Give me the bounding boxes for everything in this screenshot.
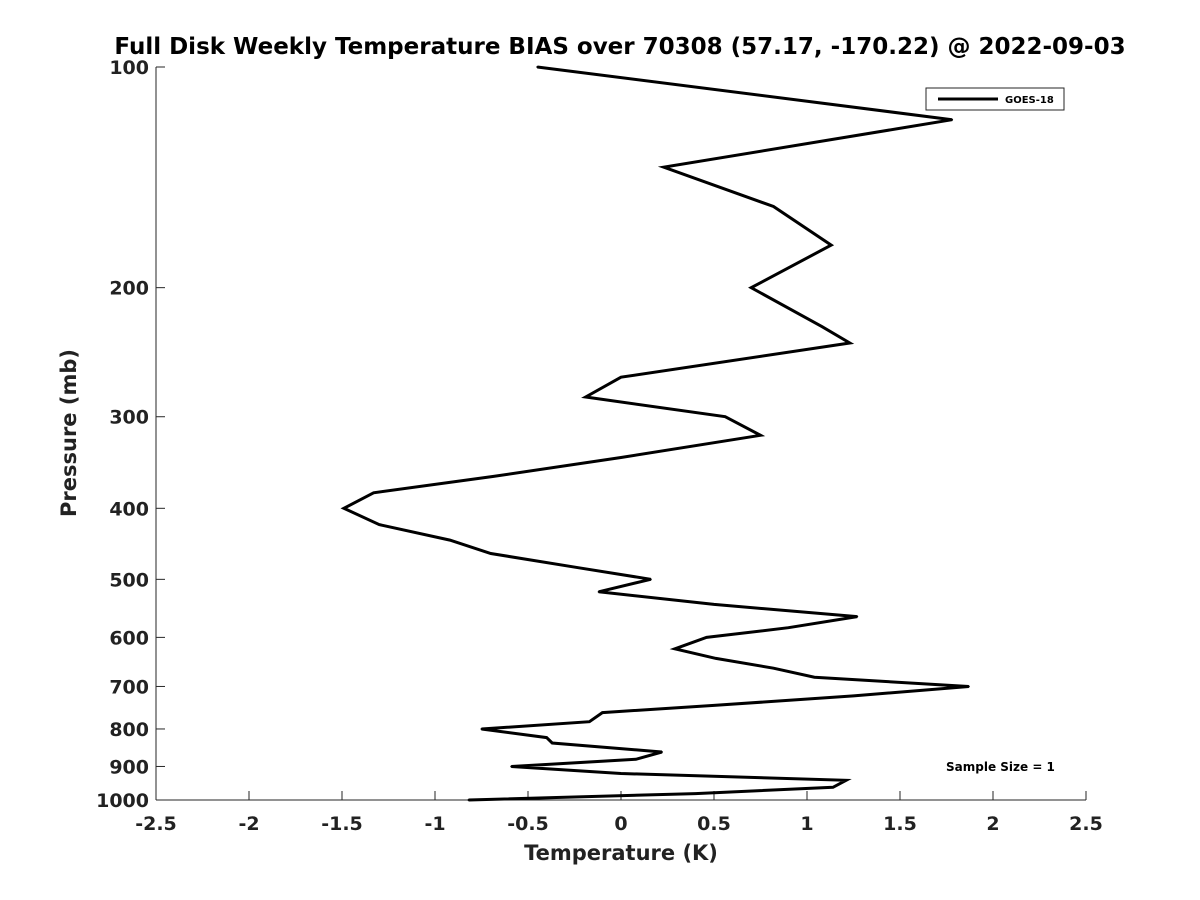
legend-label-goes-18: GOES-18 [1005,95,1054,106]
y-tick-label: 700 [109,676,149,698]
series-line-goes-18 [340,65,969,802]
x-tick-label: -2.5 [135,813,177,835]
data-point [491,475,494,478]
data-point [660,750,663,753]
data-point [852,694,855,697]
data-point [545,736,548,739]
data-point [705,636,708,639]
data-point [724,415,727,418]
y-tick-label: 800 [109,719,149,741]
sample-size-annotation: Sample Size = 1 [946,760,1055,774]
data-point [848,342,851,345]
data-point [577,566,580,569]
data-point [772,205,775,208]
chart-title: Full Disk Weekly Temperature BIAS over 7… [114,34,1125,60]
data-point [967,685,970,688]
data-point [713,704,715,707]
data-point [694,792,697,795]
data-point [480,727,483,730]
y-axis-ticks: 100 200 300 400 500 600 700 800 900 1000 [96,57,165,812]
data-point [649,578,652,581]
x-tick-label: 0 [614,813,627,835]
y-axis-label: Pressure (mb) [57,349,81,517]
data-point [467,799,470,801]
data-point [820,325,823,328]
data-point [713,603,715,606]
data-point [845,779,848,782]
x-tick-label: -2 [238,813,259,835]
data-point [714,657,717,660]
data-point [601,711,604,714]
data-point [813,676,816,679]
x-tick-label: 1.5 [883,813,917,835]
x-axis-ticks: -2.5 -2 -1.5 -1 -0.5 0 0.5 1 1.5 2 2.5 [135,791,1103,835]
data-point [787,626,790,629]
data-point [951,118,954,121]
y-tick-label: 1000 [96,790,149,812]
data-point [342,507,345,510]
data-point [620,456,622,459]
data-point [372,491,375,494]
data-point [832,786,835,789]
legend: GOES-18 [925,87,1065,111]
data-point [662,166,665,169]
x-tick-label: 1 [800,813,813,835]
data-point [772,667,775,670]
x-tick-label: 2.5 [1069,813,1103,835]
x-tick-label: -1 [424,813,445,835]
data-point [536,66,539,68]
plot-area [155,67,1086,801]
data-point [759,434,762,437]
data-point [750,286,753,289]
data-point [634,758,637,761]
data-point [551,741,554,744]
x-tick-label: 2 [986,813,999,835]
series-layer [340,65,970,802]
data-point [830,244,833,247]
y-tick-label: 600 [109,627,149,649]
data-point [489,552,492,555]
y-tick-label: 100 [109,57,149,79]
data-point [584,396,587,399]
y-tick-label: 300 [109,407,149,429]
data-point [378,523,381,526]
data-point [620,772,622,775]
x-tick-label: 0.5 [697,813,731,835]
y-tick-label: 500 [109,569,149,591]
x-tick-label: -0.5 [507,813,549,835]
x-axis-label: Temperature (K) [524,841,718,865]
data-point [620,376,622,379]
y-tick-label: 900 [109,756,149,778]
data-point [448,539,451,542]
y-tick-label: 200 [109,278,149,300]
data-point [597,590,600,593]
data-point [673,647,676,650]
data-point [510,765,513,768]
data-point [856,615,859,618]
x-tick-label: -1.5 [321,813,363,835]
data-point [588,720,591,723]
y-tick-label: 400 [109,498,149,520]
